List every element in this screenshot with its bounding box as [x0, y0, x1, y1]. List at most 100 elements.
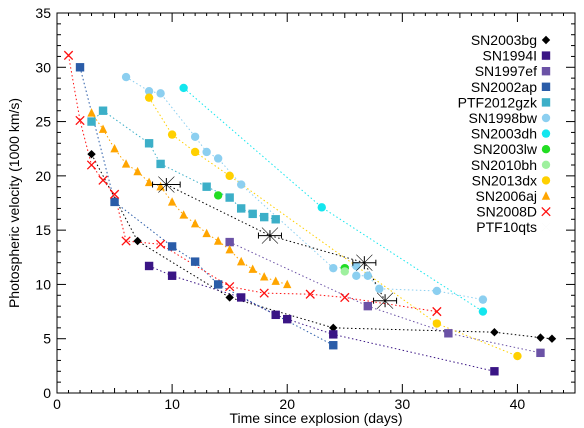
y-tick-label: 25 — [35, 114, 51, 130]
legend-label-sn2006aj: SN2006aj — [476, 188, 538, 204]
y-tick-label: 35 — [35, 5, 51, 21]
point-sn1998bw — [478, 295, 488, 304]
point-sn2008d — [121, 236, 131, 246]
data-points — [63, 50, 557, 376]
point-sn1997ef — [444, 329, 453, 338]
series-line-sn2002ap — [79, 67, 334, 346]
point-sn2013dx — [513, 351, 522, 361]
point-sn1997ef — [536, 348, 545, 358]
point-sn2002ap — [167, 242, 177, 251]
point-sn1994i — [271, 310, 280, 320]
legend-marker-sn2003bg — [541, 35, 551, 45]
point-sn2013dx — [432, 319, 442, 328]
legend-marker-sn1998bw — [541, 113, 551, 123]
series-line-sn2013dx — [148, 97, 518, 357]
point-sn2006aj — [144, 177, 154, 187]
point-sn2008d-stroke — [98, 175, 108, 185]
legend-label-sn2008d: SN2008D — [476, 204, 537, 220]
series-line-sn1997ef — [229, 241, 541, 354]
series-line-sn1994i — [148, 265, 495, 372]
legend-marker-sn2008d — [541, 206, 551, 217]
point-sn2008d-stroke — [109, 189, 120, 199]
point-sn2013dx — [190, 147, 200, 157]
point-sn2008d-stroke — [155, 239, 166, 249]
point-sn1998bw — [144, 86, 154, 96]
point-sn2013dx — [144, 93, 154, 102]
point-sn2002ap — [110, 197, 119, 207]
x-tick-label: 30 — [395, 396, 411, 412]
legend: SN2003bgSN1994ISN1997efSN2002apPTF2012gz… — [458, 32, 551, 235]
point-sn1994i — [283, 314, 292, 324]
point-sn2008d-stroke — [225, 281, 235, 292]
series-line-ptf10qts — [166, 184, 386, 301]
point-sn2010bh — [340, 267, 349, 276]
point-ptf2012gzk — [248, 209, 257, 219]
series-line-sn2003dh — [183, 87, 484, 312]
point-sn2006aj — [110, 144, 119, 153]
point-ptf2012gzk — [225, 193, 234, 202]
point-ptf10qts — [376, 292, 394, 309]
point-sn2008d-stroke — [121, 236, 131, 246]
legend-marker-sn2006aj — [541, 191, 551, 200]
point-sn1998bw — [121, 72, 131, 82]
tick-labels: 0 10 20 30 40 0 5 10 15 20 25 30 35 — [35, 5, 525, 412]
point-sn2008d-stroke — [340, 292, 350, 303]
point-sn2003bg — [490, 328, 499, 337]
point-sn2006aj — [121, 159, 131, 168]
y-tick-label: 20 — [35, 168, 51, 184]
point-sn2002ap — [213, 280, 223, 289]
point-sn1998bw — [236, 180, 246, 189]
legend-marker-sn2010bh — [541, 160, 551, 169]
legend-marker-sn2003dh — [541, 129, 551, 138]
point-sn2008d — [155, 239, 166, 249]
point-sn1998bw — [329, 263, 338, 273]
point-sn2008d — [86, 160, 97, 170]
point-sn2006aj — [283, 279, 292, 289]
legend-marker-sn1997ef — [541, 67, 551, 76]
point-sn2003bg — [225, 293, 234, 302]
point-sn1998bw — [190, 132, 200, 141]
point-ptf2012gzk — [236, 204, 246, 213]
point-sn1997ef — [225, 237, 234, 247]
legend-marker-sn2002ap — [541, 82, 551, 91]
point-sn2003bg — [133, 236, 142, 246]
point-ptf2012gzk — [156, 159, 165, 169]
point-sn2006aj — [271, 276, 280, 285]
legend-label-sn1994i: SN1994I — [483, 48, 537, 64]
point-sn2006aj — [167, 197, 177, 206]
point-ptf10qts — [356, 254, 373, 271]
y-tick-label: 10 — [35, 276, 51, 292]
x-tick-label: 20 — [279, 396, 295, 412]
point-sn2013dx — [225, 171, 234, 181]
legend-marker-ptf2012gzk — [541, 98, 551, 107]
point-sn2003bg — [536, 333, 545, 342]
point-sn2003dh — [317, 203, 326, 212]
point-sn1994i — [167, 271, 177, 280]
legend-label-sn2013dx: SN2013dx — [472, 172, 537, 188]
point-sn2003bg — [547, 334, 557, 343]
point-sn1998bw — [432, 286, 442, 296]
legend-label-sn2010bh: SN2010bh — [471, 157, 537, 173]
point-sn2006aj — [202, 228, 211, 238]
point-sn2003bg — [329, 323, 338, 333]
legend-label-sn1998bw: SN1998bw — [469, 110, 538, 126]
point-sn2006aj — [179, 210, 188, 219]
legend-label-sn2003bg: SN2003bg — [471, 32, 537, 48]
point-sn1994i — [329, 330, 338, 339]
series-line-sn2006aj — [91, 112, 288, 285]
point-sn1998bw — [352, 261, 361, 271]
point-sn1998bw — [213, 154, 223, 163]
legend-label-ptf2012gzk: PTF2012gzk — [458, 94, 538, 110]
point-sn2002ap — [329, 341, 338, 350]
point-sn1994i — [236, 293, 246, 302]
point-sn2003lw — [213, 191, 223, 200]
series-line-ptf2012gzk — [91, 110, 276, 220]
point-sn2008d — [225, 281, 235, 292]
legend-label-ptf10qts: PTF10qts — [476, 219, 537, 235]
legend-marker-sn2013dx — [541, 176, 551, 185]
point-ptf2012gzk — [87, 117, 96, 126]
x-tick-label: 0 — [53, 396, 61, 412]
point-sn2008d — [259, 288, 269, 298]
legend-marker-sn2003lw — [541, 145, 551, 154]
